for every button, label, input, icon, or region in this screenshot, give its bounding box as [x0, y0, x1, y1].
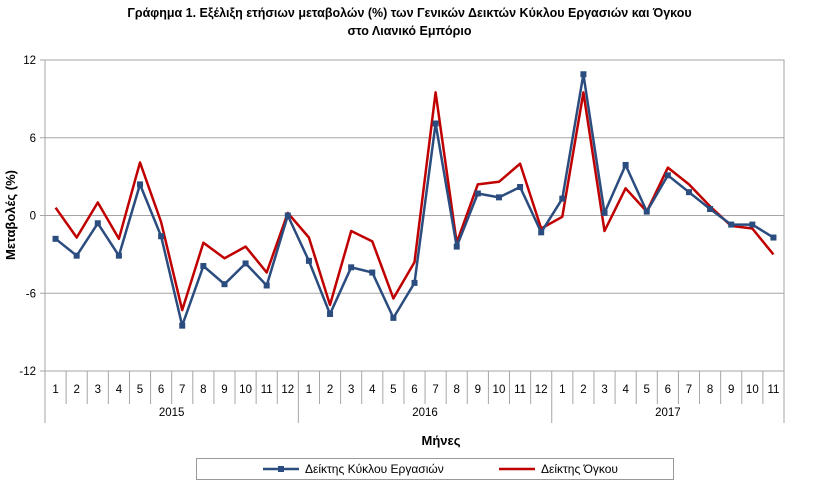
data-point-turnover [707, 206, 714, 213]
x-tick-label: 7 [686, 384, 692, 396]
legend-item-volume: Δείκτης Όγκου [497, 462, 618, 476]
x-tick-label: 9 [728, 384, 734, 396]
chart-title-block: Γράφημα 1. Εξέλιξη ετήσιων μεταβολών (%)… [0, 4, 819, 40]
x-tick-label: 11 [767, 384, 779, 396]
x-tick-label: 2 [327, 384, 333, 396]
axes [40, 59, 785, 423]
data-point-turnover [728, 221, 735, 228]
y-tick-label: 0 [30, 211, 36, 223]
x-tick-label: 12 [535, 384, 548, 396]
data-point-turnover [749, 221, 756, 228]
data-point-turnover [538, 229, 545, 236]
x-tick-label: 2 [580, 384, 586, 396]
legend-item-turnover: Δείκτης Κύκλου Εργασιών [261, 462, 444, 476]
x-tick-label: 5 [644, 384, 650, 396]
data-point-turnover [221, 281, 228, 288]
data-point-turnover [495, 194, 502, 201]
x-tick-label: 11 [514, 384, 526, 396]
data-point-turnover [263, 282, 270, 289]
chart-title: Γράφημα 1. Εξέλιξη ετήσιων μεταβολών (%)… [127, 6, 692, 20]
data-point-turnover [242, 260, 249, 267]
y-tick-label: -12 [19, 366, 36, 378]
series [52, 71, 777, 329]
x-tick-label: 8 [200, 384, 206, 396]
x-tick-label: 3 [95, 384, 101, 396]
x-tick-label: 3 [348, 384, 354, 396]
data-point-turnover [115, 252, 122, 259]
legend-swatch-turnover [263, 466, 299, 472]
x-tick-label: 6 [665, 384, 671, 396]
x-tick-label: 12 [281, 384, 294, 396]
x-tick-label: 1 [559, 384, 565, 396]
year-label: 2017 [655, 407, 681, 419]
data-point-turnover [474, 190, 481, 197]
data-point-turnover [664, 172, 671, 179]
x-tick-label: 4 [116, 384, 123, 396]
data-point-turnover [200, 263, 207, 270]
y-axis-label: Μεταβολές (%) [3, 170, 18, 260]
data-point-turnover [390, 314, 397, 321]
year-label: 2016 [412, 407, 438, 419]
data-point-turnover [327, 310, 334, 317]
data-point-turnover [559, 195, 566, 202]
legend-swatch-volume [499, 467, 535, 471]
data-point-turnover [622, 161, 629, 168]
series-line-volume [54, 91, 775, 312]
x-tick-label: 9 [475, 384, 481, 396]
year-label: 2015 [159, 407, 185, 419]
x-tick-label: 6 [158, 384, 164, 396]
x-tick-label: 4 [622, 384, 629, 396]
data-point-turnover [305, 257, 312, 264]
data-point-turnover [580, 71, 587, 78]
data-point-turnover [453, 243, 460, 250]
legend: Δείκτης Κύκλου Εργασιών Δείκτης Όγκου [196, 458, 674, 480]
chart-subtitle: στο Λιανικό Εμπόριο [347, 24, 472, 38]
x-tick-label: 9 [221, 384, 227, 396]
data-point-turnover [601, 209, 608, 216]
series-line-turnover [54, 73, 775, 327]
data-point-turnover [411, 279, 418, 286]
x-tick-label: 5 [137, 384, 143, 396]
x-tick-label: 8 [707, 384, 713, 396]
data-point-turnover [52, 235, 59, 242]
x-tick-label: 5 [390, 384, 396, 396]
x-tick-label: 2 [73, 384, 79, 396]
data-point-turnover [94, 220, 101, 227]
data-point-turnover [284, 212, 291, 219]
x-tick-label: 7 [432, 384, 438, 396]
data-point-turnover [179, 322, 186, 329]
x-tick-label: 4 [369, 384, 376, 396]
data-point-turnover [137, 181, 144, 188]
data-point-turnover [348, 264, 355, 271]
x-tick-label: 10 [746, 384, 759, 396]
gridlines [45, 59, 784, 372]
data-point-turnover [158, 233, 165, 240]
y-tick-label: 6 [30, 133, 36, 145]
x-tick-label: 11 [261, 384, 273, 396]
x-tick-label: 10 [239, 384, 252, 396]
data-point-turnover [643, 208, 650, 215]
x-tick-label: 3 [601, 384, 607, 396]
data-point-turnover [73, 252, 80, 259]
legend-label-turnover: Δείκτης Κύκλου Εργασιών [305, 462, 444, 476]
data-point-turnover [770, 234, 777, 241]
x-tick-label: 1 [52, 384, 58, 396]
x-tick-label: 6 [411, 384, 417, 396]
x-tick-label: 1 [306, 384, 312, 396]
x-tick-label: 10 [493, 384, 506, 396]
data-point-turnover [432, 120, 439, 127]
data-point-turnover [369, 269, 376, 276]
data-point-turnover [517, 183, 524, 190]
y-tick-label: 12 [23, 55, 36, 67]
legend-label-volume: Δείκτης Όγκου [541, 462, 618, 476]
y-tick-label: -6 [26, 288, 36, 300]
x-tick-label: 8 [454, 384, 460, 396]
x-axis-label: Μήνες [422, 433, 461, 448]
data-point-turnover [685, 189, 692, 196]
x-tick-label: 7 [179, 384, 185, 396]
